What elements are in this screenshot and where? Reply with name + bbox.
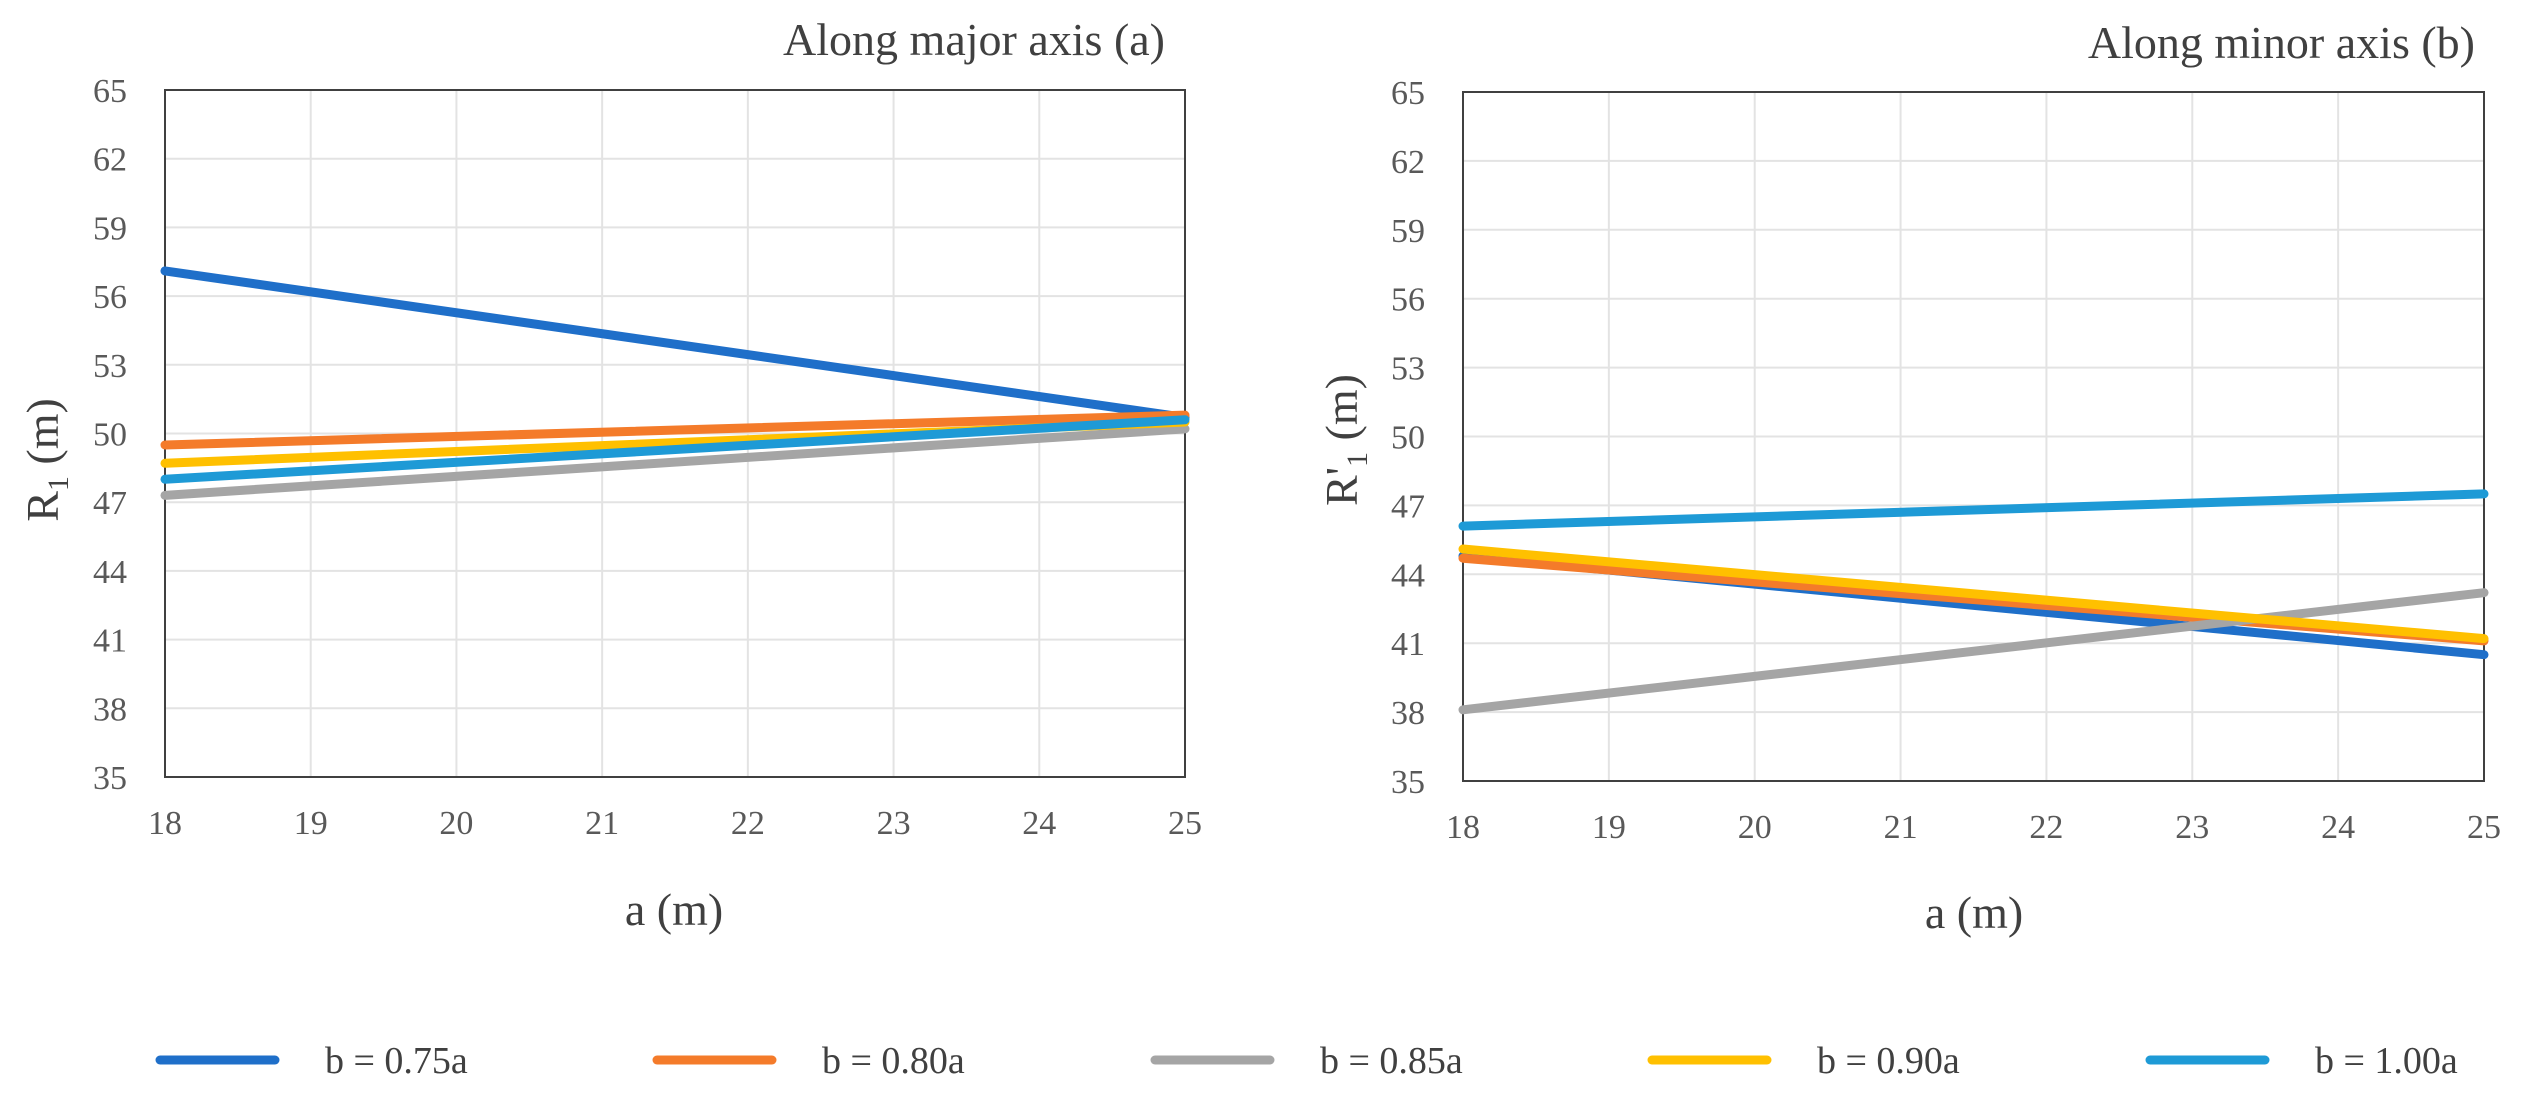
y-tick-label: 47 bbox=[1391, 488, 1425, 525]
x-tick-label: 21 bbox=[1884, 809, 1918, 846]
series-line bbox=[160, 424, 1190, 500]
y-tick-label: 38 bbox=[93, 691, 127, 728]
y-tick-label: 56 bbox=[1391, 282, 1425, 319]
y-tick-label: 38 bbox=[1391, 695, 1425, 732]
y-tick-label: 41 bbox=[1391, 626, 1425, 663]
y-tick-label: 47 bbox=[93, 485, 127, 522]
x-tick-label: 22 bbox=[2029, 809, 2063, 846]
legend-label: b = 0.80a bbox=[822, 1040, 965, 1082]
y-axis-label: R'1 (m) bbox=[1316, 374, 1374, 506]
y-tick-label: 50 bbox=[93, 417, 127, 454]
y-tick-label: 35 bbox=[1391, 764, 1425, 801]
y-axis-label-subscript: 1 bbox=[1341, 452, 1374, 467]
series-line bbox=[1458, 588, 2489, 715]
x-axis-label: a (m) bbox=[1925, 887, 2023, 938]
y-tick-label: 59 bbox=[1391, 213, 1425, 250]
legend-label: b = 0.75a bbox=[325, 1040, 468, 1082]
x-tick-label: 19 bbox=[294, 805, 328, 842]
x-tick-label: 23 bbox=[2175, 809, 2209, 846]
y-tick-label: 56 bbox=[93, 279, 127, 316]
series-line bbox=[160, 266, 1190, 422]
y-tick-label: 35 bbox=[93, 760, 127, 797]
y-tick-label: 50 bbox=[1391, 420, 1425, 457]
y-tick-label: 65 bbox=[1391, 75, 1425, 112]
y-tick-label: 44 bbox=[1391, 557, 1425, 594]
series-line bbox=[160, 415, 1190, 484]
y-axis-label-unit: (m) bbox=[1316, 374, 1367, 452]
y-tick-label: 44 bbox=[93, 554, 127, 591]
x-tick-label: 18 bbox=[148, 805, 182, 842]
y-axis-label-main: R bbox=[17, 491, 68, 522]
y-tick-label: 65 bbox=[93, 73, 127, 110]
series-line bbox=[160, 410, 1190, 450]
x-tick-label: 19 bbox=[1592, 809, 1626, 846]
chart-major-axis: Along major axis (a) a (m) R1 (m) 18 19 20… bbox=[17, 14, 1202, 935]
legend-label: b = 0.85a bbox=[1320, 1040, 1463, 1082]
plot-area-border bbox=[164, 89, 1186, 778]
y-tick-label: 62 bbox=[1391, 144, 1425, 181]
x-axis-label: a (m) bbox=[625, 884, 723, 935]
chart-title: Along minor axis (b) bbox=[2088, 17, 2475, 68]
x-tick-label: 18 bbox=[1446, 809, 1480, 846]
x-tick-label: 24 bbox=[1022, 805, 1056, 842]
chart-minor-axis: Along minor axis (b) a (m) R'1 (m) 18 19 2… bbox=[1316, 17, 2501, 938]
y-tick-label: 59 bbox=[93, 210, 127, 247]
y-tick-label: 53 bbox=[1391, 351, 1425, 388]
x-tick-label: 22 bbox=[731, 805, 765, 842]
y-tick-label: 62 bbox=[93, 142, 127, 179]
x-tick-label: 20 bbox=[439, 805, 473, 842]
legend-label: b = 1.00a bbox=[2315, 1040, 2458, 1082]
y-tick-label: 41 bbox=[93, 623, 127, 660]
series-line bbox=[1458, 489, 2489, 531]
legend: b = 0.75a b = 0.80a b = 0.85a b = 0.90a b = … bbox=[155, 1040, 2458, 1082]
x-tick-label: 20 bbox=[1738, 809, 1772, 846]
y-tick-label: 53 bbox=[93, 348, 127, 385]
x-tick-label: 25 bbox=[2467, 809, 2501, 846]
plot-area-border bbox=[1462, 91, 2485, 782]
legend-label: b = 0.90a bbox=[1817, 1040, 1960, 1082]
x-tick-label: 21 bbox=[585, 805, 619, 842]
y-axis-label-subscript: 1 bbox=[42, 476, 75, 491]
x-tick-label: 24 bbox=[2321, 809, 2355, 846]
y-axis-label-unit: (m) bbox=[17, 398, 68, 476]
gridlines bbox=[1462, 91, 2485, 782]
y-axis-label-main: R' bbox=[1316, 467, 1367, 506]
chart-title: Along major axis (a) bbox=[783, 14, 1165, 65]
y-axis-label: R1 (m) bbox=[17, 398, 75, 522]
x-tick-label: 25 bbox=[1168, 805, 1202, 842]
x-tick-label: 23 bbox=[877, 805, 911, 842]
series-line bbox=[1458, 544, 2489, 644]
